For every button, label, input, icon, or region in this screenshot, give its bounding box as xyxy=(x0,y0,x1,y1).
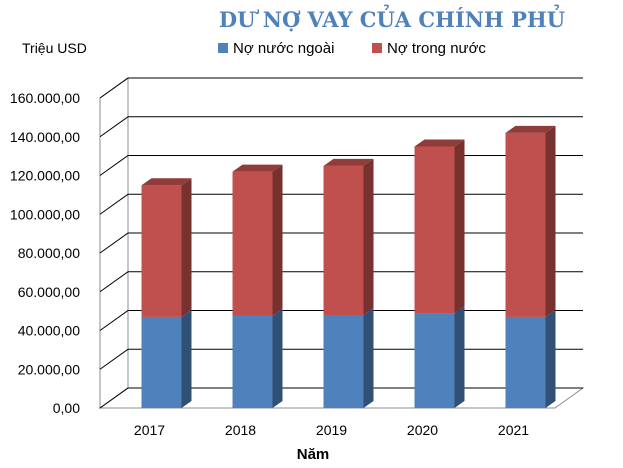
bar-front xyxy=(505,132,546,317)
bar-side xyxy=(454,139,465,314)
y-tick-label: 0,00 xyxy=(53,400,80,416)
bar-front xyxy=(141,316,182,408)
bar-top xyxy=(414,139,465,147)
bar-front xyxy=(141,185,182,317)
bars xyxy=(141,125,556,408)
chart-title: DƯ NỢ VAY CỦA CHÍNH PHỦ xyxy=(219,4,565,32)
bar-2019-nuoc-ngoai xyxy=(323,308,374,408)
bar-top xyxy=(323,158,374,166)
bar-side xyxy=(545,125,556,317)
legend-label-nuoc-ngoai: Nợ nước ngoài xyxy=(233,40,334,57)
bar-front xyxy=(232,171,273,316)
unit-label: Triệu USD xyxy=(22,40,87,56)
x-axis: 2017 2018 2019 2020 2021 xyxy=(134,422,529,438)
bar-2021-trong-nuoc xyxy=(505,125,556,317)
bar-side xyxy=(545,309,556,408)
legend-swatch-nuoc-ngoai xyxy=(218,43,228,53)
gridline xyxy=(99,116,583,138)
bar-side xyxy=(363,308,374,408)
y-tick-label: 140.000,00 xyxy=(10,129,80,145)
bar-side xyxy=(363,158,374,315)
legend-swatch-trong-nuoc xyxy=(372,43,382,53)
y-tick-label: 40.000,00 xyxy=(18,323,80,339)
bar-top xyxy=(505,125,556,133)
bar-side xyxy=(272,308,283,408)
bar-front xyxy=(414,313,455,408)
bar-side xyxy=(454,306,465,408)
bar-2017-nuoc-ngoai xyxy=(141,309,192,408)
bar-front xyxy=(232,315,273,408)
bar-side xyxy=(181,309,192,408)
bar-top xyxy=(141,178,192,186)
bar-front xyxy=(323,315,364,408)
bar-2018-nuoc-ngoai xyxy=(232,308,283,408)
x-tick-label: 2019 xyxy=(316,422,347,438)
bar-top xyxy=(232,164,283,172)
bar-2018-trong-nuoc xyxy=(232,164,283,316)
x-tick-label: 2021 xyxy=(498,422,529,438)
bar-2017-trong-nuoc xyxy=(141,178,192,317)
bar-2020-trong-nuoc xyxy=(414,139,465,314)
bar-side xyxy=(181,178,192,317)
bar-front xyxy=(414,146,455,314)
y-tick-label: 120.000,00 xyxy=(10,168,80,184)
y-tick-label: 100.000,00 xyxy=(10,206,80,222)
gridline xyxy=(99,77,583,99)
y-tick-label: 20.000,00 xyxy=(18,361,80,377)
legend-label-trong-nuoc: Nợ trong nước xyxy=(387,40,486,57)
y-tick-label: 160.000,00 xyxy=(10,90,80,106)
bar-side xyxy=(272,164,283,316)
y-tick-label: 60.000,00 xyxy=(18,284,80,300)
x-tick-label: 2020 xyxy=(407,422,438,438)
x-tick-label: 2017 xyxy=(134,422,165,438)
bar-2019-trong-nuoc xyxy=(323,158,374,315)
x-axis-title: Năm xyxy=(297,446,330,463)
x-tick-label: 2018 xyxy=(225,422,256,438)
y-axis: 0,00 20.000,00 40.000,00 60.000,00 80.000,00… xyxy=(10,90,80,416)
legend: Nợ nước ngoài Nợ trong nước xyxy=(218,40,486,57)
bar-2020-nuoc-ngoai xyxy=(414,306,465,408)
bar-2021-nuoc-ngoai xyxy=(505,309,556,408)
y-tick-label: 80.000,00 xyxy=(18,245,80,261)
bar-front xyxy=(323,165,364,315)
bar-front xyxy=(505,316,546,408)
